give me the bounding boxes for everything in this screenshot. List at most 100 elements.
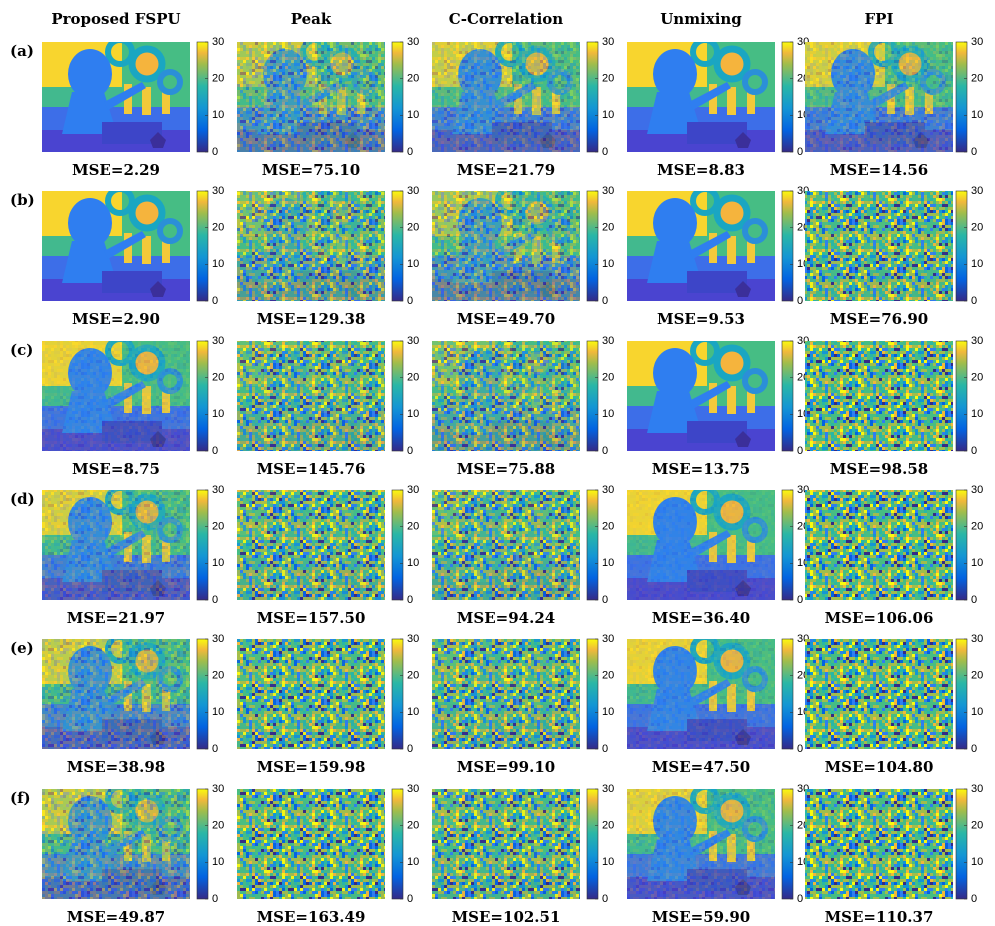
colorbar-tick-label: 30 [971,36,983,48]
noise-overlay [432,639,580,749]
colorbar-tick-label: 10 [602,109,614,121]
colorbar-tick-label: 0 [797,594,803,606]
colorbar-tick-label: 0 [602,594,608,606]
colorbar-tick-label: 30 [407,783,419,795]
colorbar-tick-label: 10 [971,408,983,420]
colorbar-tick-label: 30 [212,185,224,197]
colorbar-tick-label: 30 [407,484,419,496]
colorbar-tick-label: 20 [407,372,419,384]
colorbar-tick-label: 0 [797,743,803,755]
colorbar-tick-label: 30 [602,484,614,496]
row-label: (e) [10,639,34,657]
mse-label: MSE=75.88 [457,460,555,478]
colorbar-tick-label: 0 [407,594,413,606]
colorbar [392,789,403,899]
figure: Proposed FSPUPeakC-CorrelationUnmixingFP… [0,0,995,926]
mse-label: MSE=21.97 [67,609,165,627]
noise-overlay [237,490,385,600]
colorbar-tick-label: 30 [212,484,224,496]
colorbar-tick-label: 10 [971,856,983,868]
colorbar-tick-label: 0 [602,743,608,755]
colorbar-tick-label: 20 [212,372,224,384]
colorbar-tick-label: 0 [407,295,413,307]
colorbar-tick-label: 0 [602,146,608,158]
colorbar-tick-label: 10 [407,706,419,718]
colorbar-tick-label: 0 [407,445,413,457]
mse-label: MSE=75.10 [262,161,360,179]
colorbar [392,639,403,749]
column-header: Peak [291,10,332,28]
colorbar-tick-label: 20 [407,521,419,533]
colorbar-tick-label: 10 [971,557,983,569]
colorbar-tick-label: 10 [212,706,224,718]
mse-label: MSE=47.50 [652,758,750,776]
colorbar [587,639,598,749]
colorbar-tick-label: 10 [602,706,614,718]
colorbar-tick-label: 0 [212,743,218,755]
colorbar-tick-label: 0 [212,146,218,158]
colorbar [197,42,208,152]
colorbar-tick-label: 10 [971,109,983,121]
colorbar-tick-label: 0 [407,743,413,755]
panel: 0 10 20 30 MSE=157.50 [237,484,419,627]
colorbar-tick-label: 20 [212,670,224,682]
colorbar [197,490,208,600]
colorbar [197,789,208,899]
depth-image [627,339,775,451]
colorbar-tick-label: 0 [797,893,803,905]
noise-overlay [432,341,580,451]
colorbar-tick-label: 10 [407,557,419,569]
noise-overlay [805,789,953,899]
colorbar [956,191,967,301]
depth-image [42,189,190,301]
colorbar-tick-label: 10 [971,258,983,270]
colorbar [782,191,793,301]
row-label: (c) [10,341,33,359]
colorbar [197,341,208,451]
mse-label: MSE=157.50 [257,609,366,627]
colorbar-tick-label: 20 [971,521,983,533]
colorbar-tick-label: 20 [602,222,614,234]
colorbar [392,191,403,301]
mse-label: MSE=129.38 [257,310,366,328]
colorbar-tick-label: 0 [212,594,218,606]
noise-overlay [432,490,580,600]
colorbar-tick-label: 0 [212,295,218,307]
column-header: Unmixing [660,10,742,28]
colorbar [956,42,967,152]
noise-overlay [805,42,953,152]
noise-overlay [237,789,385,899]
mse-label: MSE=110.37 [825,908,934,926]
colorbar-tick-label: 30 [971,783,983,795]
noise-overlay [805,639,953,749]
noise-overlay [432,42,580,152]
colorbar [956,490,967,600]
mse-label: MSE=104.80 [825,758,934,776]
colorbar-tick-label: 10 [602,258,614,270]
colorbar-tick-label: 20 [602,372,614,384]
colorbar-tick-label: 30 [212,633,224,645]
colorbar-tick-label: 10 [212,109,224,121]
colorbar [587,490,598,600]
colorbar-tick-label: 0 [797,146,803,158]
colorbar-tick-label: 0 [797,295,803,307]
colorbar-tick-label: 20 [971,372,983,384]
colorbar-tick-label: 30 [407,36,419,48]
colorbar-tick-label: 20 [407,670,419,682]
colorbar-tick-label: 30 [212,36,224,48]
mse-label: MSE=38.98 [67,758,165,776]
noise-overlay [237,341,385,451]
